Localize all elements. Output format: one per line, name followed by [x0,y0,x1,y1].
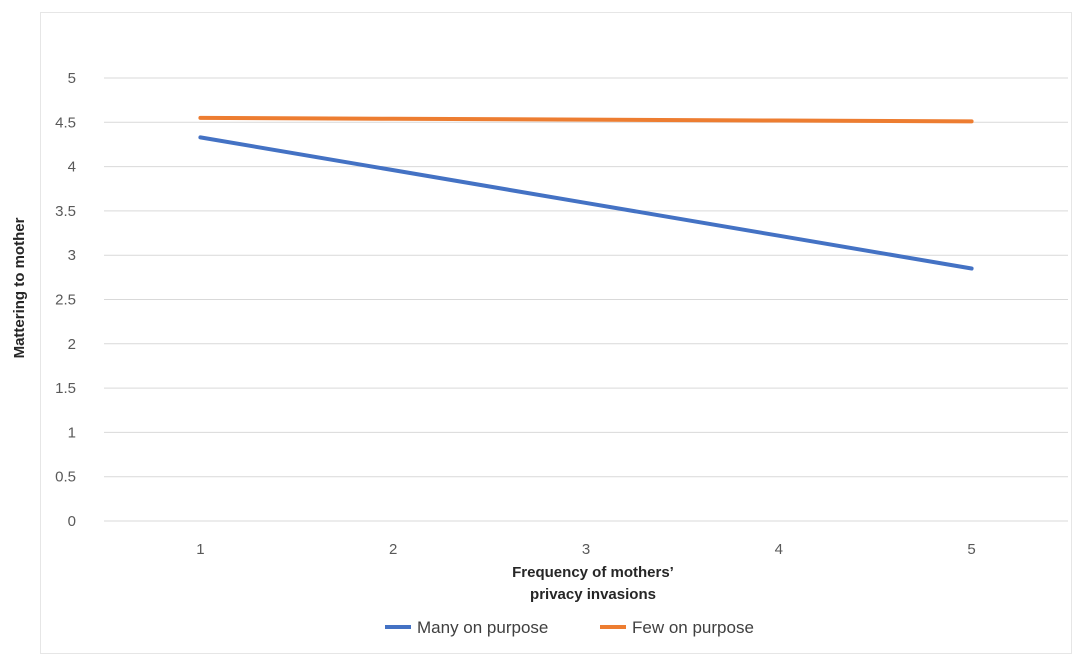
x-tick-label: 5 [967,541,975,558]
y-axis-title: Mattering to mother [11,217,28,358]
y-tick-label: 0.5 [55,469,76,486]
legend: Many on purpose Few on purpose [385,618,754,637]
x-tick-label: 1 [196,541,204,558]
y-tick-label: 1 [68,424,76,441]
y-tick-label: 3.5 [55,203,76,220]
y-tick-label: 2 [68,336,76,353]
y-tick-label: 0 [68,513,76,530]
gridlines [104,77,1068,522]
y-tick-label: 1.5 [55,380,76,397]
x-tick-label: 3 [582,541,590,558]
y-tick-label: 4 [68,159,76,176]
series-line-few-on-purpose [198,115,974,124]
y-tick-label: 5 [68,70,76,87]
series-line-many-on-purpose [198,135,974,271]
series-lines [198,115,974,271]
y-tick-label: 2.5 [55,292,76,309]
x-axis-ticks: 1 2 3 4 5 [196,541,976,558]
legend-label-many-on-purpose: Many on purpose [417,618,548,637]
x-axis-title-line-1: Frequency of mothers’ [512,564,674,581]
legend-label-few-on-purpose: Few on purpose [632,618,754,637]
x-axis-title-line-2: privacy invasions [530,586,656,603]
y-tick-label: 3 [68,247,76,264]
x-tick-label: 2 [389,541,397,558]
y-axis-ticks: 0 0.5 1 1.5 2 2.5 3 3.5 4 4.5 5 [55,70,76,530]
y-tick-label: 4.5 [55,114,76,131]
x-tick-label: 4 [775,541,783,558]
